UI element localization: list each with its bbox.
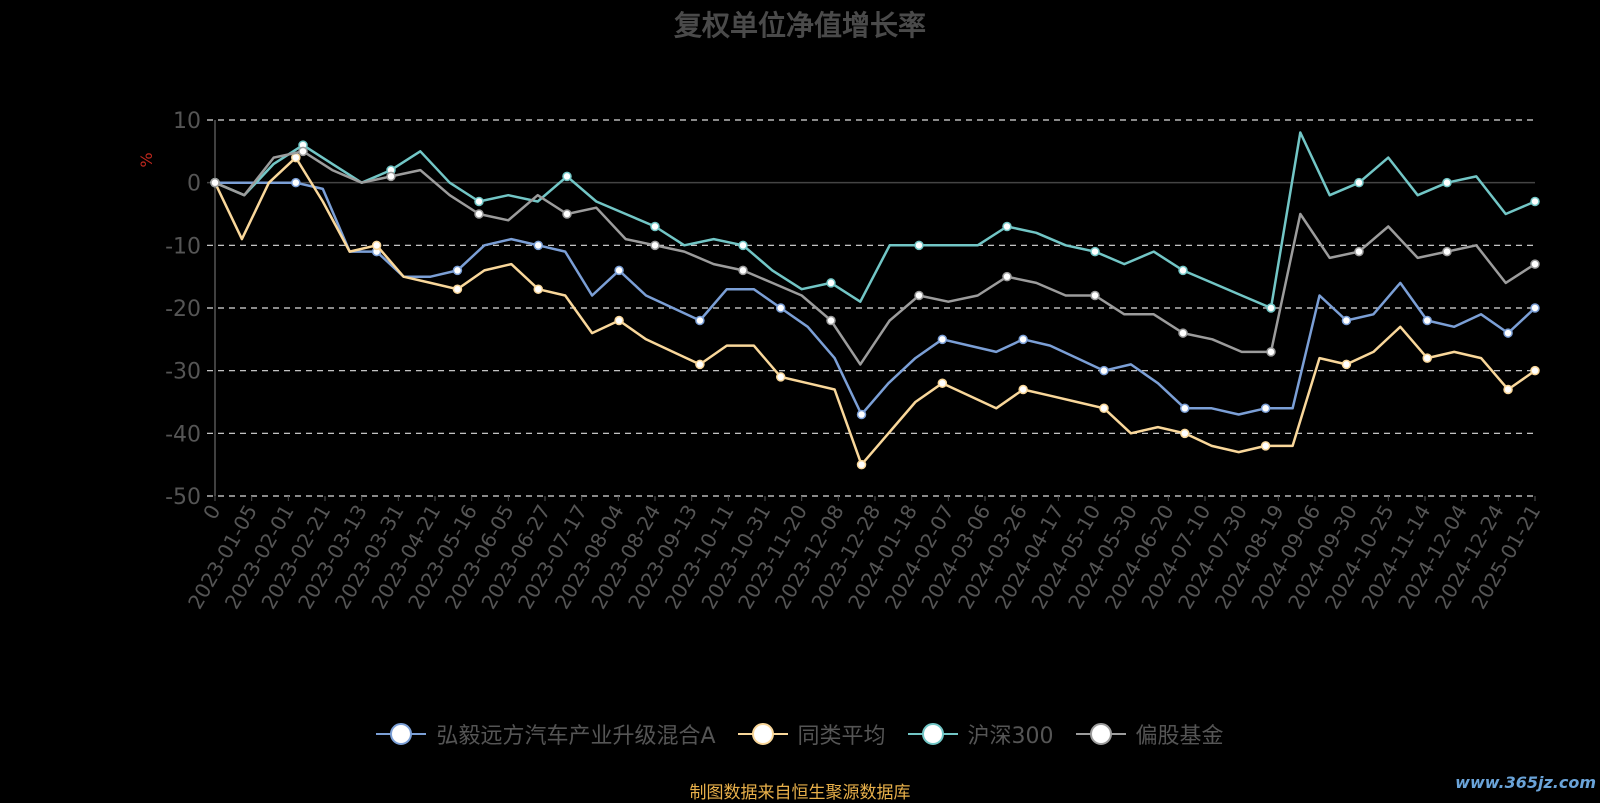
- series-point: [856, 459, 867, 470]
- legend-item[interactable]: 同类平均: [737, 718, 886, 750]
- series-point: [533, 284, 544, 294]
- series-point: [1178, 265, 1188, 276]
- series-point: [1503, 328, 1513, 338]
- legend-item[interactable]: 沪深300: [907, 718, 1054, 750]
- legend-item[interactable]: 弘毅远方汽车产业升级混合A: [376, 718, 716, 750]
- series-line: [213, 156, 1536, 466]
- series-point: [937, 334, 948, 345]
- legend-swatch: [376, 723, 427, 745]
- series-point: [1180, 403, 1190, 414]
- watermark: www.365jz.com: [1455, 773, 1596, 792]
- series-point: [826, 315, 836, 326]
- legend-label: 沪深300: [967, 724, 1054, 749]
- series-point: [562, 209, 572, 219]
- series-point: [298, 146, 308, 157]
- series-point: [1180, 428, 1190, 439]
- series-point: [1503, 384, 1513, 395]
- series-point: [614, 265, 624, 276]
- y-tick-label: -40: [165, 422, 201, 447]
- x-tick-label: 0: [198, 501, 225, 524]
- series-point: [452, 284, 463, 294]
- legend-swatch: [907, 723, 958, 745]
- series-point: [1341, 359, 1352, 370]
- series-point: [533, 240, 544, 251]
- series-point: [1178, 328, 1188, 338]
- series-point: [826, 278, 836, 288]
- series-point: [775, 372, 786, 382]
- series-point: [1530, 365, 1540, 376]
- series-point: [937, 378, 948, 388]
- legend-swatch: [1075, 723, 1126, 745]
- series-point: [650, 240, 660, 251]
- series-point: [1260, 441, 1271, 451]
- series-point: [856, 409, 867, 420]
- series-point: [474, 209, 484, 219]
- series-point: [695, 359, 705, 370]
- series-point: [386, 171, 396, 182]
- series-point: [1530, 303, 1540, 313]
- grid-lines: [207, 119, 1535, 497]
- series-point: [1099, 365, 1109, 376]
- y-tick-label: -20: [165, 297, 201, 322]
- series-point: [738, 265, 748, 276]
- series-point: [914, 290, 924, 301]
- series-point: [562, 171, 572, 182]
- series-point: [738, 240, 748, 251]
- y-tick-label: -50: [165, 485, 201, 510]
- series-point: [1099, 403, 1109, 414]
- series-point: [371, 240, 382, 251]
- series-line: [215, 181, 1536, 416]
- series-point: [1422, 353, 1432, 363]
- series-point: [452, 265, 463, 276]
- legend-item[interactable]: 偏股基金: [1075, 718, 1224, 750]
- series-point: [1422, 315, 1432, 326]
- series-point: [1018, 334, 1028, 345]
- chart-title: 复权单位净值增长率: [673, 9, 926, 42]
- series-point: [1530, 196, 1540, 207]
- series-point: [914, 240, 924, 251]
- series-point: [1341, 315, 1352, 326]
- series-point: [1260, 403, 1271, 414]
- series-point: [1530, 259, 1540, 269]
- series-point: [775, 303, 786, 313]
- series-point: [1090, 246, 1100, 257]
- series-point: [210, 177, 220, 188]
- series-line: [214, 131, 1536, 310]
- series-point: [1018, 384, 1028, 395]
- legend: 弘毅远方汽车产业升级混合A 同类平均 沪深300 偏股基金: [0, 718, 1600, 750]
- series-point: [1354, 177, 1364, 188]
- series-line: [214, 150, 1536, 366]
- y-tick-label: 10: [173, 109, 201, 134]
- series-point: [1354, 246, 1364, 257]
- y-tick-label: -10: [165, 234, 201, 259]
- series-point: [291, 177, 301, 188]
- series-point: [291, 152, 301, 163]
- series-point: [1002, 271, 1012, 282]
- series-point: [695, 315, 705, 326]
- legend-label: 偏股基金: [1135, 724, 1224, 749]
- series-point: [1266, 347, 1276, 357]
- series-point: [1442, 246, 1452, 257]
- y-axis-label: %: [137, 152, 156, 167]
- axes: 100-10-20-30-40-5002023-01-052023-02-012…: [165, 109, 1545, 613]
- series-point: [614, 315, 624, 326]
- legend-label: 同类平均: [797, 724, 886, 749]
- y-tick-label: 0: [187, 172, 201, 197]
- series-point: [1090, 290, 1100, 301]
- series-point: [1442, 177, 1452, 188]
- series-lines: [210, 131, 1540, 470]
- legend-label: 弘毅远方汽车产业升级混合A: [436, 724, 716, 749]
- y-tick-label: -30: [165, 360, 201, 385]
- series-point: [1266, 303, 1276, 313]
- series-point: [650, 221, 660, 232]
- legend-swatch: [737, 723, 788, 745]
- series-point: [1002, 221, 1012, 232]
- data-source-note: 制图数据来自恒生聚源数据库: [689, 783, 911, 803]
- series-point: [474, 196, 484, 207]
